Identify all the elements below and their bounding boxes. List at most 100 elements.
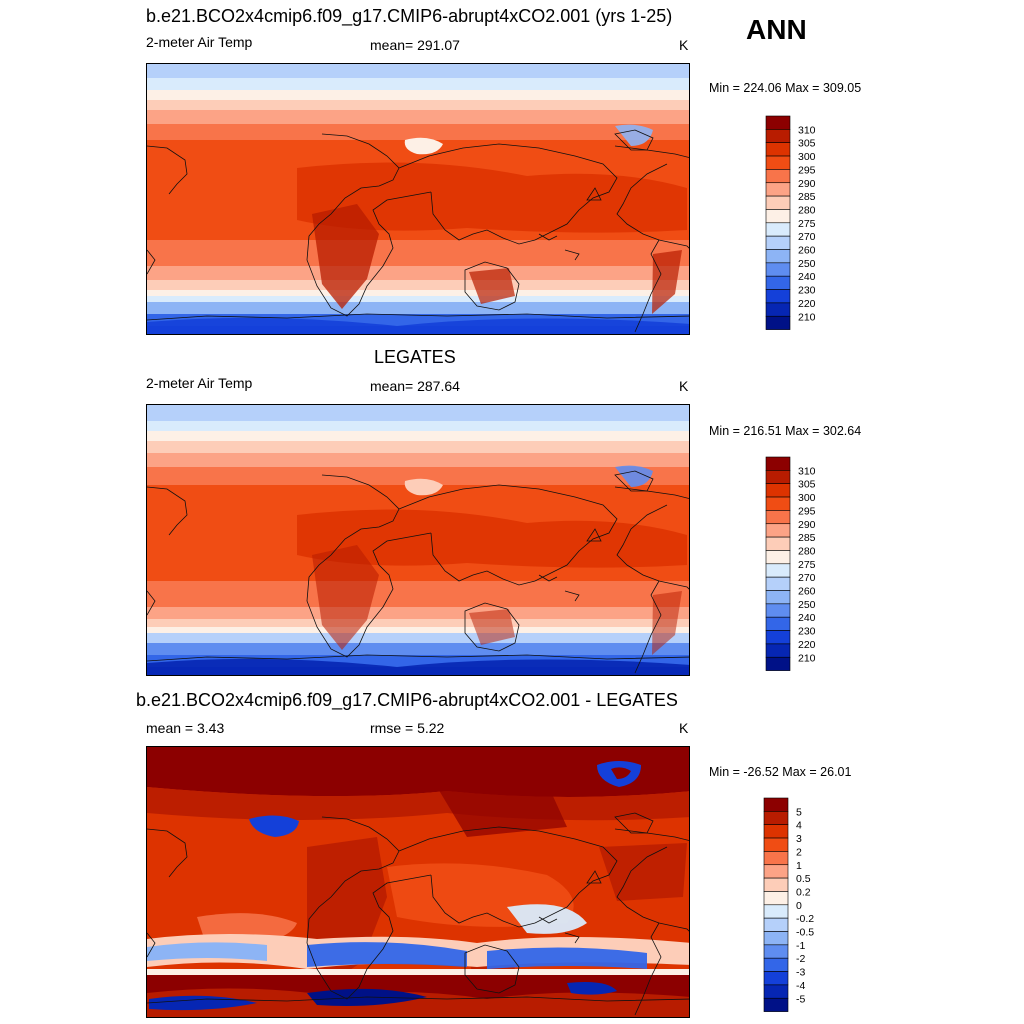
colorbar-box-model-11 <box>765 262 791 277</box>
colorbar-label-obs-7: 275 <box>798 559 816 571</box>
colorbar-box-model-1 <box>765 129 791 144</box>
colorbar-label-obs-8: 270 <box>798 572 816 584</box>
colorbar-label-obs-11: 240 <box>798 612 816 624</box>
colorbar-box-diff-11 <box>763 944 789 959</box>
colorbar-label-obs-6: 280 <box>798 545 816 557</box>
colorbar-label-diff-1: 4 <box>796 820 802 832</box>
colorbar-label-diff-10: -1 <box>796 940 805 952</box>
colorbar-label-model-12: 230 <box>798 285 816 297</box>
colorbar-label-diff-2: 3 <box>796 833 802 845</box>
map-panel-diff <box>146 746 690 1018</box>
colorbar-box-diff-7 <box>763 891 789 906</box>
colorbar-label-diff-7: 0 <box>796 900 802 912</box>
colorbar-label-model-2: 300 <box>798 151 816 163</box>
colorbar-box-obs-13 <box>765 630 791 645</box>
rmse-label-diff: rmse = 5.22 <box>370 720 445 736</box>
panel-title-model: b.e21.BCO2x4cmip6.f09_g17.CMIP6-abrupt4x… <box>146 6 673 26</box>
colorbar-box-model-5 <box>765 182 791 197</box>
colorbar-box-model-12 <box>765 275 791 290</box>
colorbar-box-model-7 <box>765 209 791 224</box>
colorbar-label-obs-10: 250 <box>798 599 816 611</box>
mean-label-obs: mean= 287.64 <box>370 378 460 394</box>
colorbar-box-obs-5 <box>765 523 791 538</box>
colorbar-label-model-7: 275 <box>798 218 816 230</box>
colorbar-box-obs-2 <box>765 483 791 498</box>
colorbar-box-model-3 <box>765 155 791 170</box>
colorbar-box-model-0 <box>765 115 791 130</box>
colorbar-label-model-11: 240 <box>798 271 816 283</box>
colorbar-box-diff-2 <box>763 824 789 839</box>
colorbar-box-obs-15 <box>765 656 791 671</box>
minmax-label-obs: Min = 216.51 Max = 302.64 <box>709 424 862 438</box>
colorbar-box-obs-1 <box>765 470 791 485</box>
colorbar-label-obs-9: 260 <box>798 586 816 598</box>
colorbar-box-obs-7 <box>765 550 791 565</box>
units-label-diff: K <box>679 720 689 736</box>
colorbar-box-obs-4 <box>765 510 791 525</box>
colorbar-box-diff-15 <box>763 997 789 1012</box>
colorbar-label-model-0: 310 <box>798 124 816 136</box>
colorbar-label-diff-6: 0.2 <box>796 886 811 898</box>
colorbar-label-obs-13: 220 <box>798 639 816 651</box>
minmax-label-diff: Min = -26.52 Max = 26.01 <box>709 765 852 779</box>
colorbar-label-obs-3: 295 <box>798 505 816 517</box>
colorbar-box-diff-3 <box>763 837 789 852</box>
colorbar-label-diff-14: -5 <box>796 993 805 1005</box>
colorbar-box-obs-3 <box>765 496 791 511</box>
colorbar-box-diff-4 <box>763 851 789 866</box>
colorbar-label-model-14: 210 <box>798 311 816 323</box>
colorbar-box-diff-13 <box>763 971 789 986</box>
colorbar-label-obs-2: 300 <box>798 492 816 504</box>
colorbar-box-diff-1 <box>763 811 789 826</box>
variable-label-obs: 2-meter Air Temp <box>146 375 253 391</box>
colorbar-box-obs-9 <box>765 576 791 591</box>
colorbar-box-model-14 <box>765 302 791 317</box>
colorbar-box-model-2 <box>765 142 791 157</box>
colorbar-label-diff-4: 1 <box>796 860 802 872</box>
colorbar-label-model-13: 220 <box>798 298 816 310</box>
colorbar-box-diff-0 <box>763 797 789 812</box>
colorbar-label-diff-8: -0.2 <box>796 913 814 925</box>
season-label: ANN <box>746 14 807 45</box>
colorbar-box-diff-14 <box>763 984 789 999</box>
minmax-label-model: Min = 224.06 Max = 309.05 <box>709 81 862 95</box>
colorbar-label-diff-11: -2 <box>796 953 805 965</box>
colorbar-box-diff-5 <box>763 864 789 879</box>
colorbar-label-model-8: 270 <box>798 231 816 243</box>
colorbar-label-diff-3: 2 <box>796 846 802 858</box>
panel-title-obs: LEGATES <box>374 347 456 367</box>
colorbar-label-model-4: 290 <box>798 178 816 190</box>
map-panel-obs <box>146 404 690 676</box>
colorbar-box-model-15 <box>765 315 791 330</box>
colorbar-obs: 3103053002952902852802752702602502402302… <box>765 456 816 671</box>
colorbar-label-obs-1: 305 <box>798 479 816 491</box>
colorbar-label-diff-13: -4 <box>796 980 805 992</box>
colorbar-box-diff-10 <box>763 931 789 946</box>
mean-label-model: mean= 291.07 <box>370 37 460 53</box>
colorbar-box-model-8 <box>765 222 791 237</box>
colorbar-box-diff-8 <box>763 904 789 919</box>
colorbar-label-obs-12: 230 <box>798 626 816 638</box>
colorbar-box-obs-10 <box>765 590 791 605</box>
variable-label-model: 2-meter Air Temp <box>146 34 253 50</box>
colorbar-label-diff-12: -3 <box>796 967 805 979</box>
mean-label-diff: mean = 3.43 <box>146 720 225 736</box>
colorbar-box-obs-12 <box>765 616 791 631</box>
colorbar-box-obs-11 <box>765 603 791 618</box>
colorbar-label-obs-0: 310 <box>798 465 816 477</box>
colorbar-label-obs-5: 285 <box>798 532 816 544</box>
colorbar-box-obs-0 <box>765 456 791 471</box>
colorbar-box-obs-8 <box>765 563 791 578</box>
colorbar-label-diff-5: 0.5 <box>796 873 811 885</box>
colorbar-label-model-6: 280 <box>798 204 816 216</box>
colorbar-box-model-6 <box>765 195 791 210</box>
colorbar-label-diff-9: -0.5 <box>796 927 814 939</box>
colorbar-diff: 5 432 10.50.2 0-0.2 -0.5-1-2 -3-4-5 <box>763 797 814 1012</box>
colorbar-box-model-10 <box>765 249 791 264</box>
map-panel-model <box>146 63 690 335</box>
colorbar-box-obs-14 <box>765 643 791 658</box>
colorbar-box-diff-9 <box>763 917 789 932</box>
colorbar-label-obs-14: 210 <box>798 652 816 664</box>
colorbar-box-diff-6 <box>763 877 789 892</box>
units-label-obs: K <box>679 378 689 394</box>
